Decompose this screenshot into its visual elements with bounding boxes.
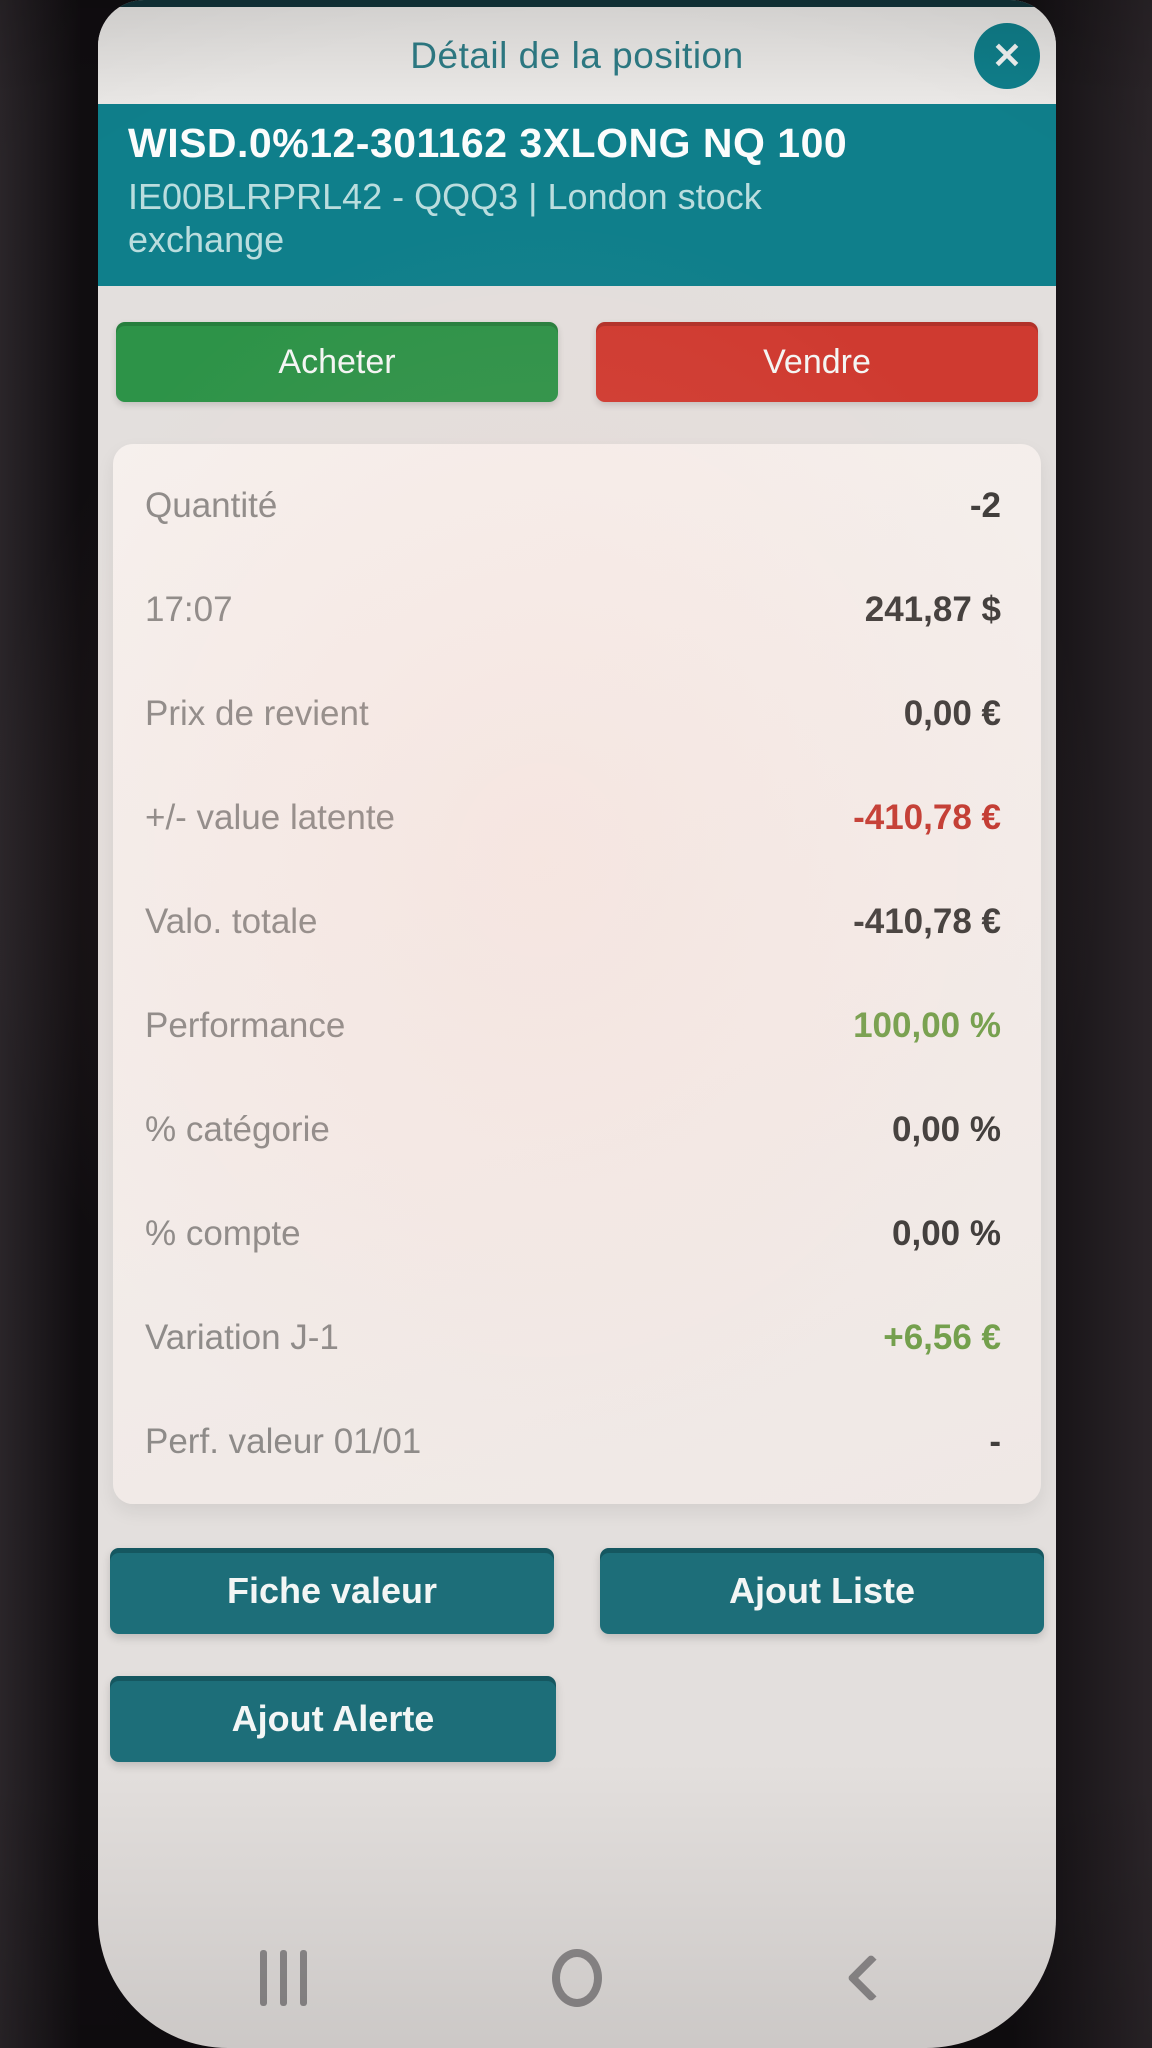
position-row-label: % compte — [145, 1214, 301, 1253]
ajout-liste-button[interactable]: Ajout Liste — [600, 1548, 1044, 1634]
android-navbar — [98, 1938, 1056, 2018]
position-row-value: 0,00 € — [903, 694, 1001, 733]
action-buttons: Fiche valeur Ajout Liste Ajout Alerte — [110, 1548, 1044, 1762]
position-row-value: 100,00 % — [853, 1006, 1001, 1045]
home-button[interactable] — [552, 1949, 602, 2007]
position-row-value: -410,78 € — [853, 798, 1001, 837]
ajout-alerte-button[interactable]: Ajout Alerte — [110, 1676, 556, 1762]
action-row-2: Ajout Alerte — [110, 1676, 1044, 1762]
trade-buttons: Acheter Vendre — [116, 322, 1038, 402]
action-row-1: Fiche valeur Ajout Liste — [110, 1548, 1044, 1634]
position-card: Quantité -2 17:07 241,87 $ Prix de revient 0,… — [113, 444, 1041, 1504]
instrument-banner: WISD.0%12-301162 3XLONG NQ 100 IE00BLRPR… — [98, 104, 1056, 286]
position-row-label: Valo. totale — [145, 902, 318, 941]
back-icon — [846, 1953, 896, 2003]
position-row-label: +/- value latente — [145, 798, 396, 837]
status-strip — [98, 0, 1056, 7]
instrument-name: WISD.0%12-301162 3XLONG NQ 100 — [128, 120, 848, 166]
phone-screen: Détail de la position ✕ WISD.0%12-301162… — [98, 0, 1056, 2048]
position-row-value: -410,78 € — [853, 902, 1001, 941]
position-row: % catégorie 0,00 % — [145, 1078, 1001, 1182]
position-row-label: Prix de revient — [145, 694, 369, 733]
position-row-value: 0,00 % — [892, 1214, 1001, 1253]
position-row: Prix de revient 0,00 € — [145, 662, 1001, 766]
position-row-label: Performance — [145, 1006, 346, 1045]
dialog-title: Détail de la position — [410, 34, 744, 76]
recent-apps-button[interactable] — [260, 1950, 307, 2006]
position-row: Valo. totale -410,78 € — [145, 870, 1001, 974]
position-row-label: Perf. valeur 01/01 — [145, 1422, 422, 1461]
instrument-isin: IE00BLRPRL42 - QQQ3 | London stock excha… — [128, 176, 762, 261]
position-row-label: Quantité — [145, 486, 278, 525]
position-row-label: % catégorie — [145, 1110, 330, 1149]
position-row-label: Variation J-1 — [145, 1318, 339, 1357]
recent-apps-icon — [260, 1950, 307, 2006]
position-row-label: 17:07 — [145, 590, 233, 629]
close-icon: ✕ — [991, 35, 1023, 76]
position-row-value: -2 — [969, 486, 1001, 525]
fiche-valeur-button[interactable]: Fiche valeur — [110, 1548, 554, 1634]
position-row: % compte 0,00 % — [145, 1182, 1001, 1286]
position-rows: Quantité -2 17:07 241,87 $ Prix de revient 0,… — [145, 454, 1001, 1494]
position-row-value: 241,87 $ — [864, 590, 1001, 629]
close-button[interactable]: ✕ — [974, 23, 1040, 89]
position-row: Quantité -2 — [145, 454, 1001, 558]
position-row-value: +6,56 € — [883, 1318, 1001, 1357]
position-row: Perf. valeur 01/01 - — [145, 1390, 1001, 1494]
dialog-header: Détail de la position ✕ — [98, 7, 1056, 104]
back-button[interactable] — [846, 1953, 896, 2003]
position-row-value: 0,00 % — [892, 1110, 1001, 1149]
position-row: Performance 100,00 % — [145, 974, 1001, 1078]
position-row-value: - — [989, 1422, 1001, 1461]
position-row: 17:07 241,87 $ — [145, 558, 1001, 662]
position-row: +/- value latente -410,78 € — [145, 766, 1001, 870]
home-icon — [552, 1949, 602, 2007]
position-row: Variation J-1 +6,56 € — [145, 1286, 1001, 1390]
buy-button[interactable]: Acheter — [116, 322, 558, 402]
sell-button[interactable]: Vendre — [596, 322, 1038, 402]
